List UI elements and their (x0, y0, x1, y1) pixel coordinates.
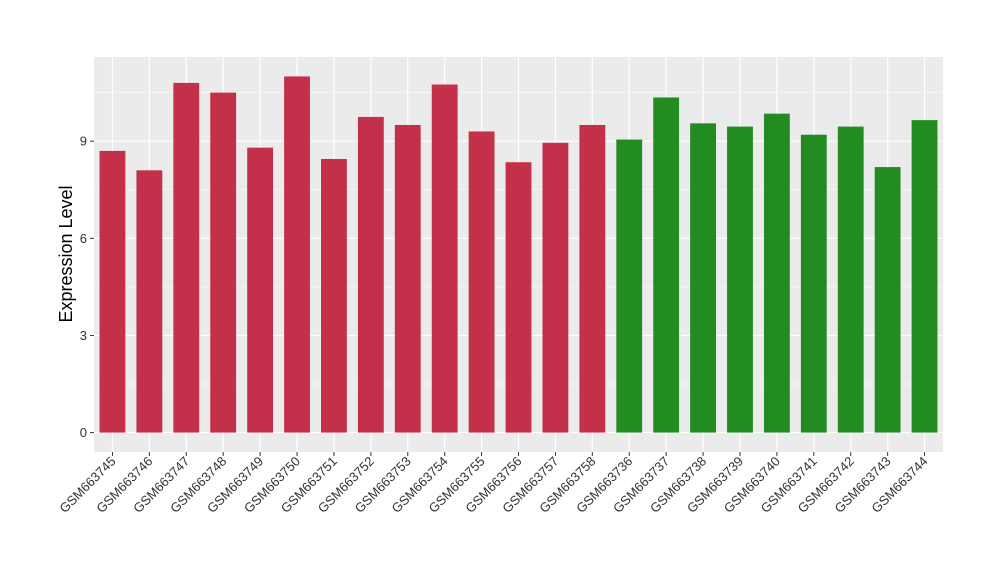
bar-gsm663752 (357, 116, 384, 433)
bar-gsm663737 (653, 97, 680, 433)
bar-gsm663739 (727, 126, 753, 433)
bar-gsm663740 (763, 113, 790, 433)
y-tick-label: 0 (80, 425, 87, 440)
bar-gsm663749 (247, 147, 274, 433)
bar-gsm663741 (800, 134, 827, 433)
bar-gsm663748 (210, 92, 237, 433)
y-axis: 0 3 6 9 (80, 134, 94, 440)
bar-gsm663758 (579, 124, 606, 433)
bar-gsm663757 (542, 142, 569, 433)
bar-gsm663738 (690, 123, 716, 433)
bar-gsm663753 (394, 124, 421, 433)
bar-gsm663744 (911, 120, 938, 433)
bars (99, 76, 938, 433)
bar-gsm663746 (136, 170, 163, 433)
bar-gsm663747 (173, 82, 200, 433)
y-tick-label: 6 (80, 231, 87, 246)
bar-gsm663745 (99, 150, 126, 433)
y-tick-label: 3 (80, 328, 87, 343)
bar-gsm663750 (284, 76, 310, 433)
y-tick-label: 9 (80, 134, 87, 149)
x-axis: GSM663745GSM663746GSM663747GSM663748GSM6… (56, 452, 931, 516)
bar-gsm663755 (468, 131, 495, 433)
bar-gsm663754 (431, 84, 458, 433)
bar-gsm663751 (321, 158, 347, 433)
bar-gsm663742 (837, 126, 864, 433)
y-axis-title: Expression Level (56, 185, 76, 322)
bar-gsm663756 (505, 162, 532, 433)
bar-gsm663736 (616, 139, 643, 433)
bar-gsm663743 (874, 167, 901, 433)
